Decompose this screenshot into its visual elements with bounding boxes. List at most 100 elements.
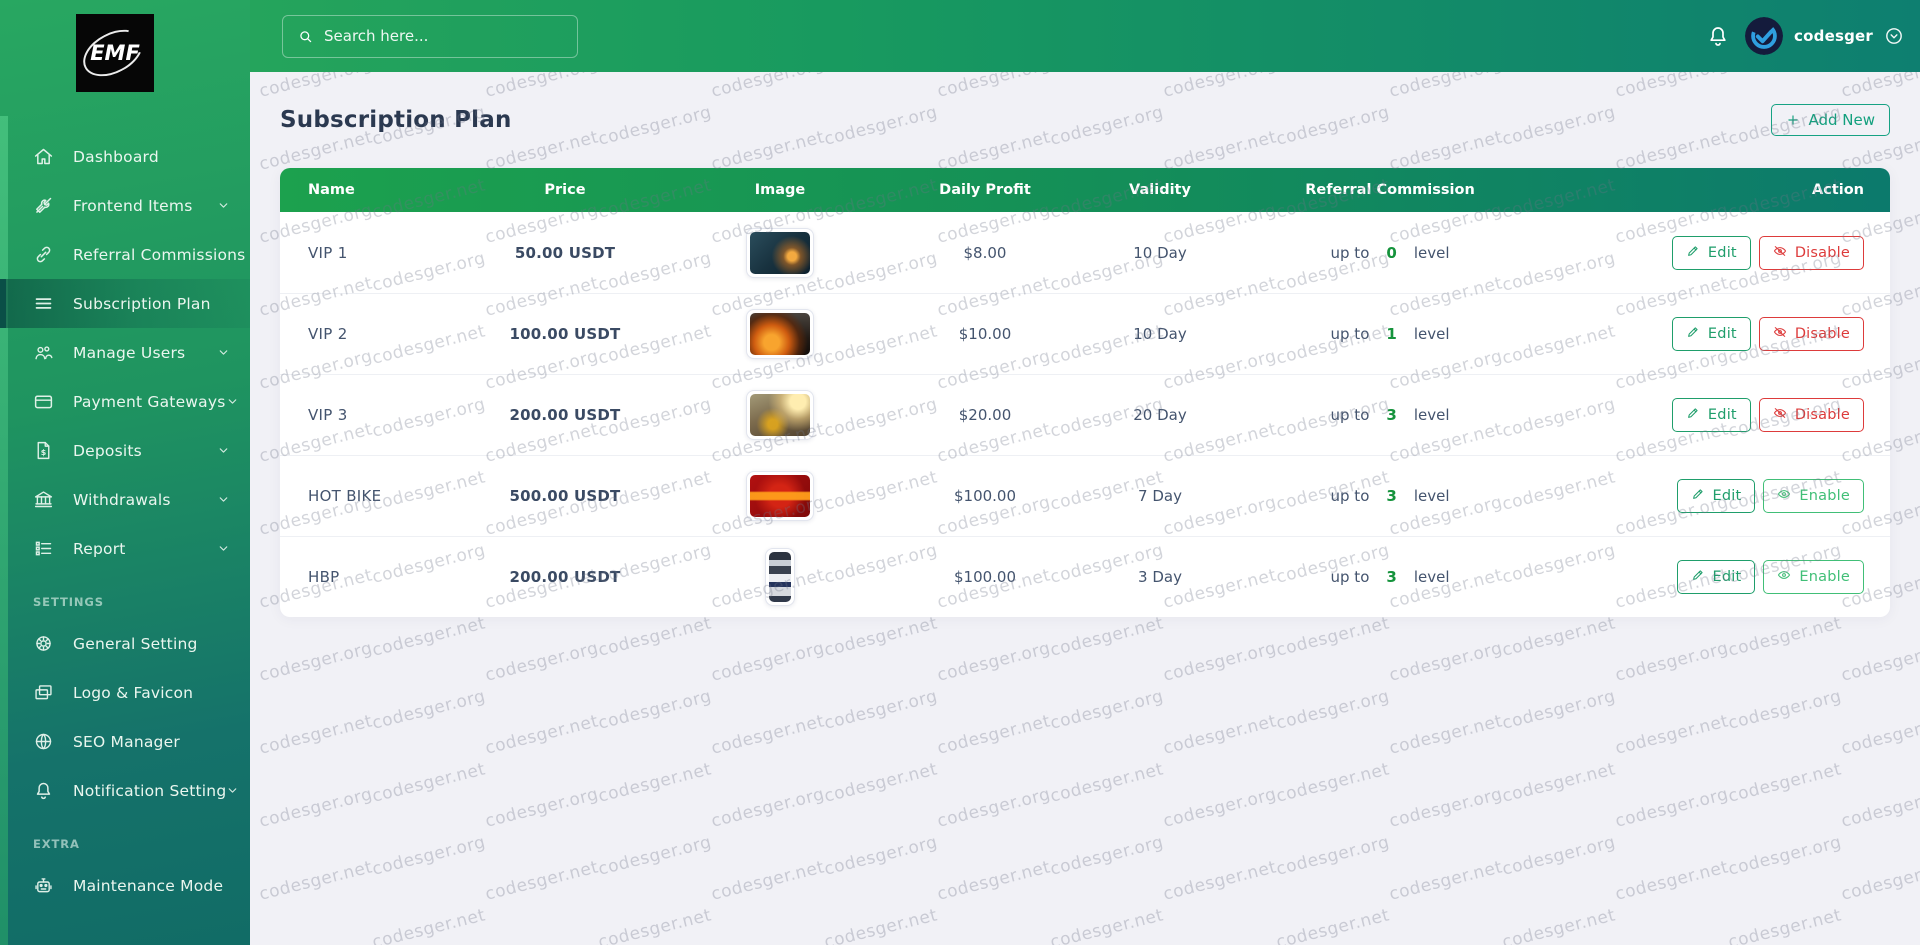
nav-section-title-extra: EXTRA bbox=[33, 837, 80, 851]
pencil-icon bbox=[1686, 406, 1700, 424]
enable-button[interactable]: Enable bbox=[1763, 479, 1864, 513]
chevron-down-icon bbox=[217, 346, 230, 359]
user-menu[interactable]: codesger bbox=[1745, 17, 1904, 55]
table-header-row: Name Price Image Daily Profit Validity R… bbox=[280, 168, 1890, 212]
plan-image-cell bbox=[680, 309, 880, 359]
watermark-text: codesger.org bbox=[1613, 638, 1731, 686]
watermark-text: codesger.org bbox=[935, 784, 1053, 832]
sidebar-scrollbar[interactable] bbox=[0, 116, 8, 945]
watermark-text: codesger.org bbox=[483, 72, 601, 102]
robot-icon bbox=[33, 875, 54, 896]
search-icon bbox=[297, 28, 314, 45]
notifications-bell-icon[interactable] bbox=[1706, 24, 1730, 48]
file-dollar-icon: $ bbox=[33, 440, 54, 461]
edit-button[interactable]: Edit bbox=[1671, 398, 1751, 432]
watermark-text: codesger.net bbox=[1726, 759, 1844, 807]
watermark-text: codesger.net bbox=[1613, 711, 1731, 759]
sidebar-item-dashboard[interactable]: Dashboard bbox=[0, 132, 250, 181]
watermark-text: codesger.org bbox=[1161, 638, 1279, 686]
watermark-text: codesger.net bbox=[370, 759, 488, 807]
watermark-text: codesger.org bbox=[483, 784, 601, 832]
plan-price: 200.00 USDT bbox=[509, 568, 621, 586]
column-header-daily-profit: Daily Profit bbox=[939, 182, 1031, 198]
sidebar-item-report[interactable]: Report bbox=[0, 524, 250, 573]
plan-price: 200.00 USDT bbox=[509, 406, 621, 424]
tools-icon bbox=[33, 195, 54, 216]
watermark-text: codesger.org bbox=[1387, 638, 1505, 686]
watermark-text: codesger.org bbox=[1274, 832, 1392, 880]
sidebar-item-frontend-items[interactable]: Frontend Items bbox=[0, 181, 250, 230]
edit-button[interactable]: Edit bbox=[1676, 560, 1756, 594]
avatar bbox=[1745, 17, 1784, 55]
watermark-text: codesger.net bbox=[596, 759, 714, 807]
watermark-text: codesger.org bbox=[596, 686, 714, 734]
page-title: Subscription Plan bbox=[280, 107, 512, 133]
watermark-text: codesger.org bbox=[1048, 832, 1166, 880]
sidebar-item-manage-users[interactable]: Manage Users bbox=[0, 328, 250, 377]
daily-profit: $10.00 bbox=[958, 325, 1012, 343]
watermark-text: codesger.org bbox=[1613, 72, 1731, 102]
row-actions: Edit Disable bbox=[1550, 398, 1890, 432]
row-actions: Edit Enable bbox=[1550, 560, 1890, 594]
sidebar-item-subscription-plan[interactable]: Subscription Plan bbox=[0, 279, 250, 328]
sidebar-item-seo-manager[interactable]: SEO Manager bbox=[0, 717, 250, 766]
sidebar-item-payment-gateways[interactable]: Payment Gateways bbox=[0, 377, 250, 426]
table-row: HBP 200.00 USDT $100.00 3 Day up to 3 le… bbox=[280, 536, 1890, 617]
sidebar-item-deposits[interactable]: $ Deposits bbox=[0, 426, 250, 475]
watermark-text: codesger.net bbox=[1161, 711, 1279, 759]
row-actions: Edit Disable bbox=[1550, 235, 1890, 270]
plan-image bbox=[746, 309, 814, 359]
column-header-action: Action bbox=[1811, 182, 1864, 198]
disable-button[interactable]: Disable bbox=[1758, 235, 1864, 270]
watermark-text: codesger.net bbox=[257, 711, 375, 759]
watermark-text: codesger.org bbox=[1500, 686, 1618, 734]
chevron-down-icon bbox=[217, 493, 230, 506]
column-header-validity: Validity bbox=[1129, 182, 1191, 198]
search-input[interactable] bbox=[324, 27, 563, 45]
watermark-text: codesger.org bbox=[1839, 784, 1920, 832]
watermark-text: codesger.net bbox=[935, 857, 1053, 905]
chevron-down-icon bbox=[217, 542, 230, 555]
validity: 10 Day bbox=[1133, 325, 1187, 343]
sidebar-item-notification-setting[interactable]: Notification Setting bbox=[0, 766, 250, 815]
logo-mark-icon: EMF bbox=[75, 20, 151, 86]
pencil-icon bbox=[1686, 325, 1700, 343]
plan-name: VIP 1 bbox=[308, 243, 348, 262]
watermark-text: codesger.net bbox=[1387, 711, 1505, 759]
plan-image bbox=[746, 227, 814, 278]
plan-price: 50.00 USDT bbox=[514, 243, 616, 262]
plan-image bbox=[746, 471, 814, 521]
disable-button[interactable]: Disable bbox=[1758, 398, 1864, 432]
table-body: VIP 1 50.00 USDT $8.00 10 Day up to 0 le… bbox=[280, 212, 1890, 617]
bank-icon bbox=[33, 489, 54, 510]
pencil-icon bbox=[1691, 568, 1705, 586]
enable-button[interactable]: Enable bbox=[1763, 560, 1864, 594]
sidebar-item-general-setting[interactable]: General Setting bbox=[0, 619, 250, 668]
app-logo[interactable]: EMF bbox=[75, 14, 154, 92]
sidebar-item-logo-favicon[interactable]: Logo & Favicon bbox=[0, 668, 250, 717]
edit-button[interactable]: Edit bbox=[1676, 479, 1756, 513]
edit-button[interactable]: Edit bbox=[1671, 235, 1751, 270]
sidebar-item-referral-commissions[interactable]: Referral Commissions bbox=[0, 230, 250, 279]
sidebar-item-withdrawals[interactable]: Withdrawals bbox=[0, 475, 250, 524]
add-new-button[interactable]: Add New bbox=[1771, 104, 1890, 136]
globe-icon bbox=[33, 731, 54, 752]
referral-commission: up to 3 level bbox=[1330, 406, 1450, 424]
watermark-text: codesger.org bbox=[483, 638, 601, 686]
daily-profit: $20.00 bbox=[958, 406, 1012, 424]
watermark-text: codesger.org bbox=[370, 686, 488, 734]
watermark-text: codesger.net bbox=[1613, 857, 1731, 905]
watermark-text: codesger.net bbox=[822, 759, 940, 807]
watermark-text: codesger.org bbox=[1387, 72, 1505, 102]
search-box bbox=[282, 14, 578, 58]
edit-button[interactable]: Edit bbox=[1671, 317, 1751, 351]
watermark-text: codesger.net bbox=[483, 711, 601, 759]
watermark-text: codesger.net bbox=[1048, 759, 1166, 807]
chevron-down-icon bbox=[226, 395, 239, 408]
plan-price: 100.00 USDT bbox=[509, 325, 621, 343]
validity: 3 Day bbox=[1138, 568, 1182, 586]
disable-button[interactable]: Disable bbox=[1758, 317, 1864, 351]
watermark-text: codesger.org bbox=[1161, 784, 1279, 832]
watermark-text: codesger.net bbox=[1500, 905, 1618, 945]
sidebar-item-maintenance-mode[interactable]: Maintenance Mode bbox=[0, 861, 250, 910]
